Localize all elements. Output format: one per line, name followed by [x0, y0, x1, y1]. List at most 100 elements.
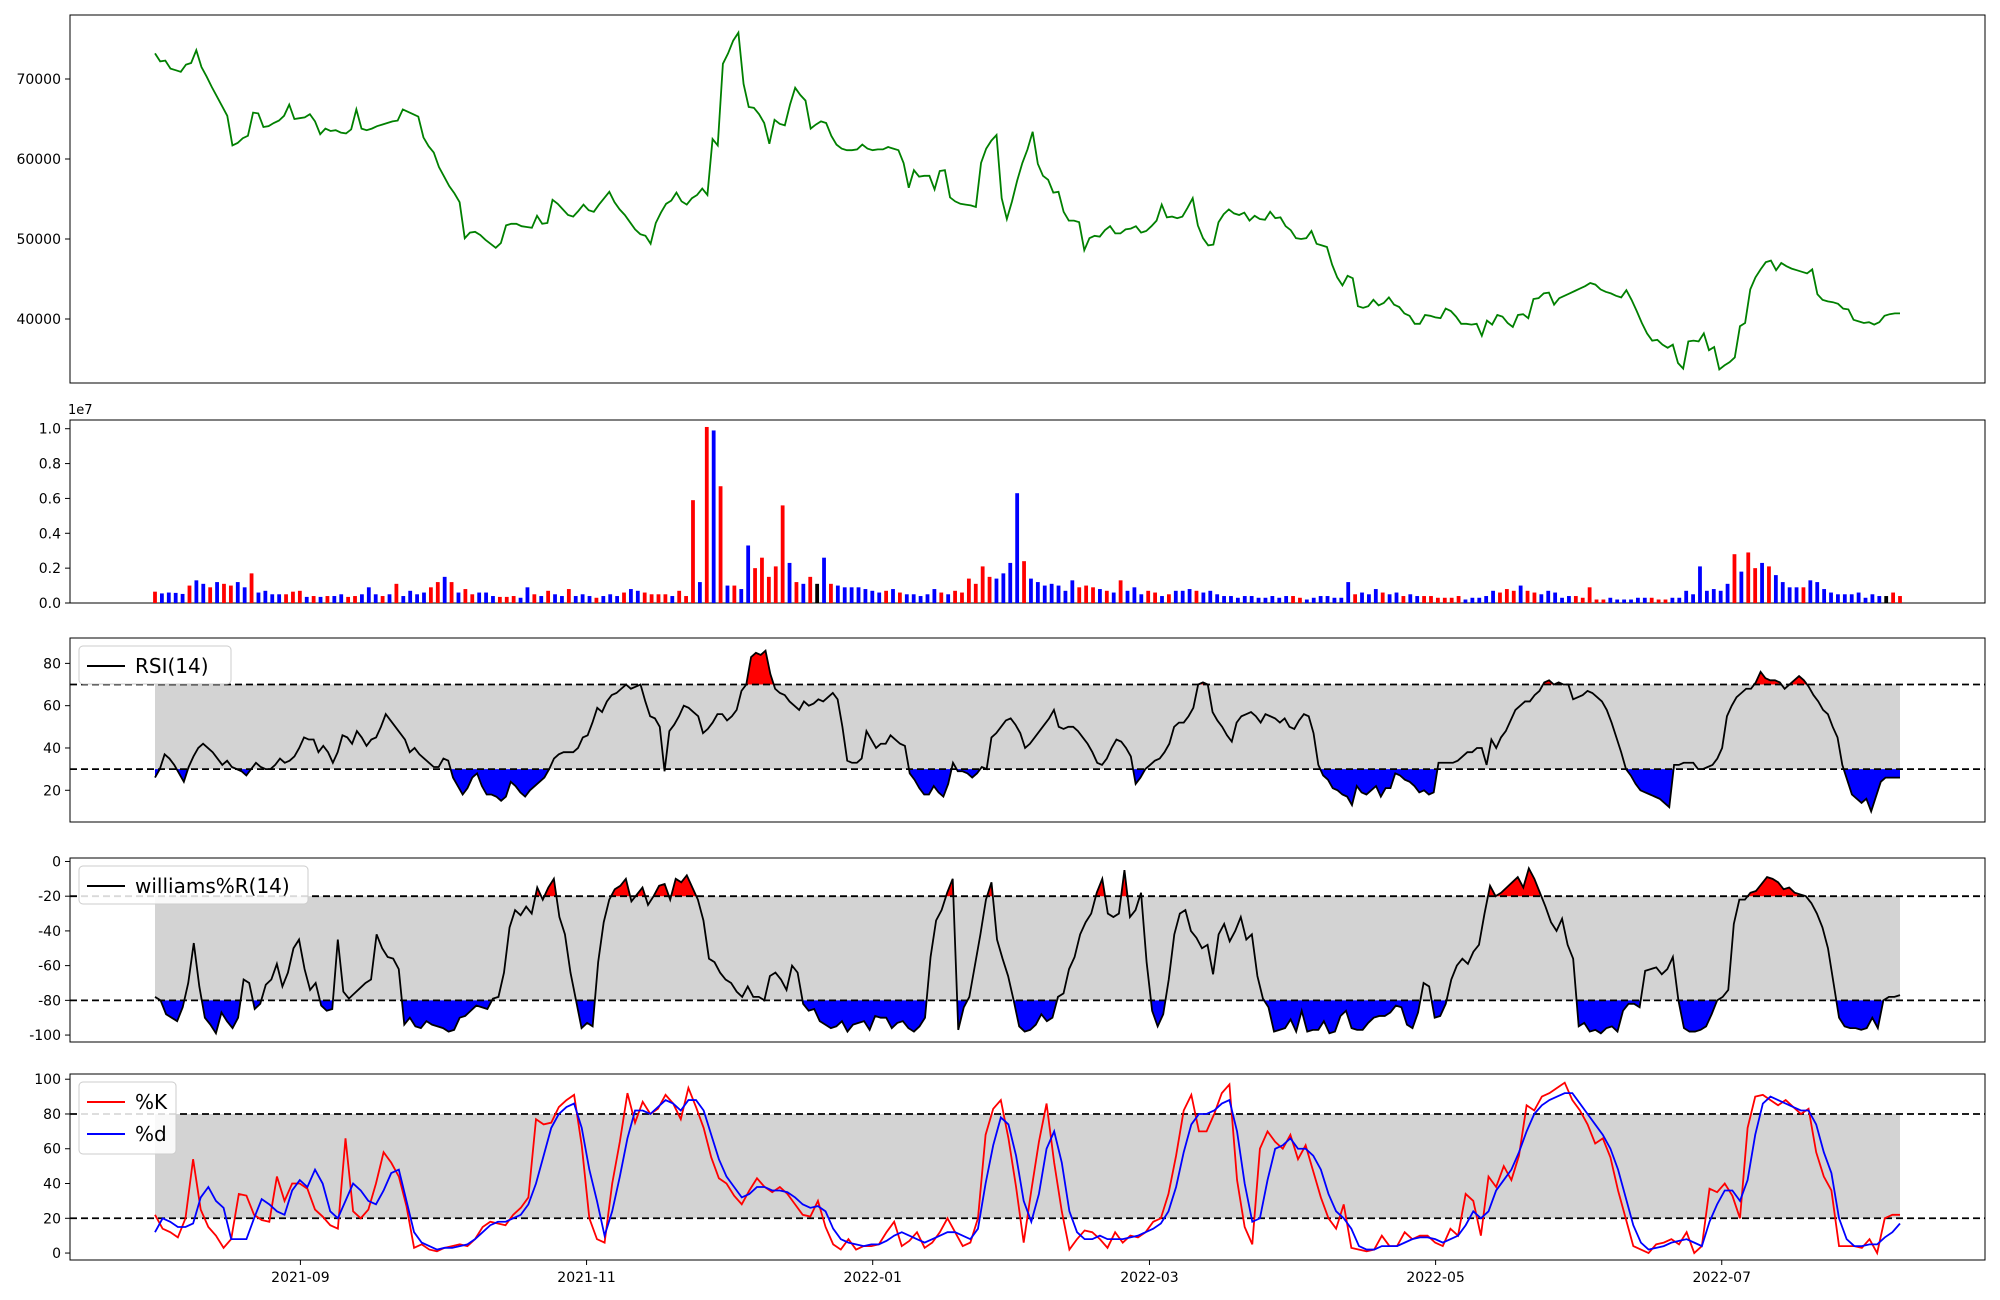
volume-bar	[518, 597, 523, 603]
volume-bar	[380, 596, 385, 603]
volume-bar	[180, 593, 185, 603]
volume-bar	[484, 592, 488, 603]
rsi-ytick-label: 40	[43, 741, 61, 757]
volume-bar	[1098, 589, 1102, 603]
williams-ytick-label: 0	[52, 854, 61, 870]
volume-bar	[1118, 580, 1123, 603]
volume-bar	[428, 587, 433, 603]
volume-bar	[1325, 596, 1330, 603]
volume-bar	[1560, 597, 1564, 603]
stochastic-panel: 0 20 40 60 80 100 %K %d 2021-09 2021-11 2022-01 202…	[34, 1072, 1986, 1286]
volume-bar	[1235, 597, 1240, 603]
volume-bar	[1215, 594, 1220, 603]
volume-bar	[1429, 596, 1433, 603]
volume-bar	[1001, 573, 1006, 603]
volume-bar	[325, 596, 330, 603]
williams-oversold-fill	[1150, 1000, 1166, 1027]
volume-bar	[1201, 592, 1206, 603]
volume-bar	[1160, 596, 1164, 603]
volume-bar	[1256, 597, 1261, 603]
williams-ytick-label: -20	[38, 889, 61, 905]
williams-band	[155, 896, 1900, 1001]
volume-bar	[1263, 597, 1268, 603]
volume-bar	[160, 593, 164, 603]
volume-bar	[1242, 596, 1247, 603]
volume-bar	[835, 585, 840, 603]
volume-bar	[249, 573, 254, 603]
volume-bar	[932, 589, 937, 603]
rsi-ytick-label: 80	[43, 656, 61, 672]
volume-bar	[166, 592, 171, 603]
volume-bar	[622, 592, 626, 603]
volume-bar	[560, 596, 564, 603]
stochastic-xtick-label: 2022-05	[1406, 1270, 1465, 1286]
volume-bar	[898, 592, 902, 603]
williams-oversold-fill	[1836, 1000, 1884, 1030]
volume-bar	[822, 557, 826, 603]
volume-bar	[401, 596, 406, 603]
volume-bar	[311, 596, 316, 603]
volume-bar	[884, 590, 889, 603]
volume-bar	[1442, 597, 1447, 603]
volume-bar	[1553, 592, 1558, 603]
volume-bar	[939, 592, 944, 603]
volume-bar	[1884, 596, 1889, 603]
volume-bar	[1284, 596, 1289, 603]
price-panel: 40000 50000 60000 70000	[16, 14, 1986, 384]
stochastic-ytick-label: 60	[43, 1142, 61, 1158]
volume-bar	[1601, 599, 1606, 603]
rsi-frame	[69, 637, 1986, 823]
volume-bar	[442, 576, 447, 603]
volume-bar	[1670, 597, 1675, 603]
rsi-line	[154, 648, 1900, 815]
volume-bar	[546, 590, 551, 603]
stochastic-xtick-label: 2021-11	[557, 1270, 616, 1286]
volume-bar	[1711, 589, 1716, 603]
volume-bar	[815, 583, 820, 603]
volume-bar	[1787, 587, 1792, 603]
volume-scale-label: 1e7	[68, 403, 93, 418]
volume-bar	[297, 590, 302, 603]
volume-bar	[387, 594, 392, 603]
price-ytick-label: 50000	[16, 232, 61, 248]
volume-bar	[228, 585, 233, 603]
volume-bar	[408, 590, 413, 603]
volume-bar	[766, 576, 771, 603]
stochastic-xtick-label: 2021-09	[271, 1270, 330, 1286]
volume-bar	[1435, 597, 1440, 603]
volume-bar	[1332, 597, 1337, 603]
volume-bar	[1567, 596, 1571, 603]
volume-bar	[277, 594, 282, 603]
volume-bar	[525, 587, 530, 603]
volume-bar	[353, 596, 357, 603]
volume-bar	[208, 587, 213, 603]
volume-bar	[339, 594, 344, 603]
williams-oversold-fill	[1431, 1000, 1447, 1018]
volume-bar	[1794, 587, 1799, 603]
volume-panel: 0.0 0.2 0.4 0.6 0.8 1.0 1e7	[39, 403, 1986, 612]
rsi-legend	[78, 645, 232, 685]
volume-bar	[1056, 585, 1061, 603]
volume-bar	[1042, 585, 1047, 603]
volume-bar	[1587, 587, 1592, 603]
volume-bar	[1746, 552, 1751, 603]
volume-bar	[1298, 597, 1302, 603]
volume-bar	[373, 594, 378, 603]
price-ytick-label: 40000	[16, 312, 61, 328]
volume-bar	[1629, 599, 1633, 603]
volume-bar	[953, 590, 957, 603]
price-line	[154, 29, 1900, 371]
williams-ytick-label: -100	[29, 1028, 61, 1044]
volume-bar	[973, 583, 978, 603]
stochastic-ytick-label: 20	[43, 1211, 61, 1227]
volume-bar	[1125, 590, 1130, 603]
volume-bar	[435, 582, 440, 603]
stochastic-band	[155, 1113, 1900, 1219]
volume-bar	[1773, 575, 1778, 603]
stochastic-ytick-label: 40	[43, 1177, 61, 1193]
volume-bar	[1546, 590, 1551, 603]
williams-oversold-fill	[401, 1000, 492, 1032]
volume-bar	[1511, 590, 1516, 603]
volume-bar	[1767, 566, 1771, 603]
volume-bar	[1849, 594, 1854, 603]
